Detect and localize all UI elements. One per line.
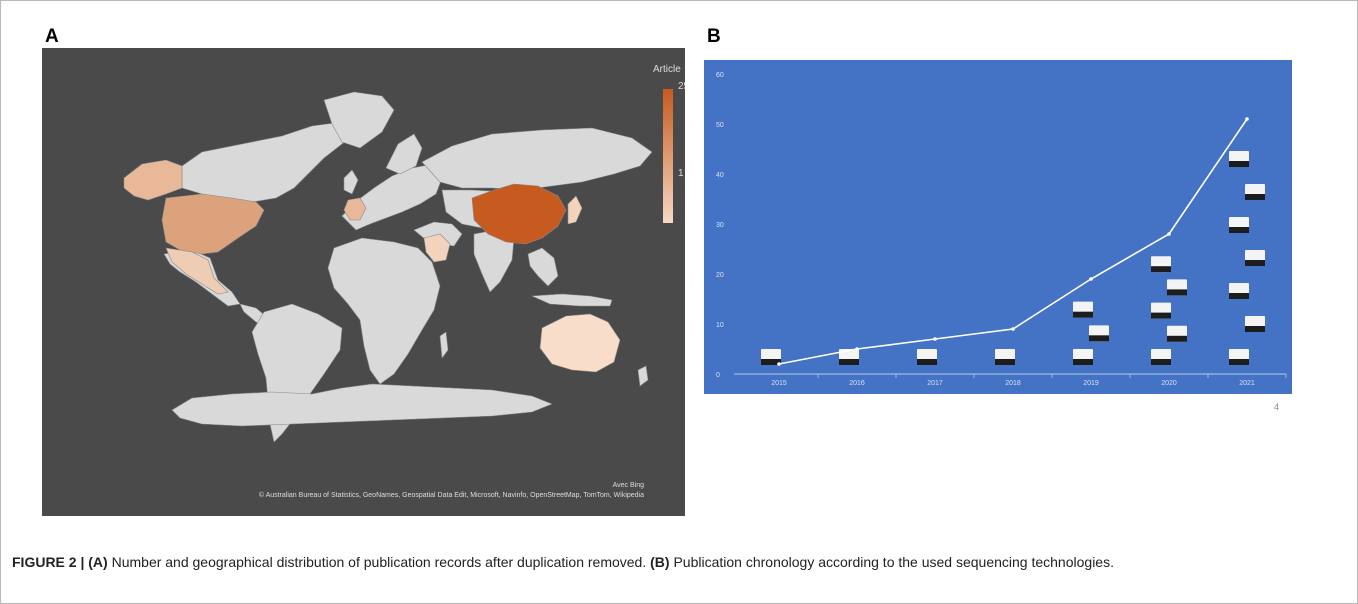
world-map-svg	[123, 91, 653, 443]
map-credit-sources: © Australian Bureau of Statistics, GeoNa…	[258, 492, 644, 499]
data-point	[777, 362, 781, 366]
caption-a-text: Number and geographical distribution of …	[107, 554, 651, 570]
map-australia	[539, 313, 621, 373]
instrument-icon-base	[1151, 266, 1171, 273]
map-madagascar	[439, 331, 449, 359]
y-tick-label: 40	[716, 172, 724, 179]
instrument-icon-base	[1229, 161, 1249, 167]
map-new-zealand	[637, 365, 649, 387]
y-tick-label: 50	[716, 122, 724, 129]
map-russia	[421, 127, 653, 191]
instrument-icon-base	[1245, 194, 1265, 200]
instrument-icon-base	[1167, 289, 1187, 296]
data-point	[1167, 232, 1171, 236]
map-mexico-highlight	[165, 247, 229, 295]
chart-background	[704, 60, 1292, 394]
caption-b-text: Publication chronology according to the …	[669, 554, 1114, 570]
map-scandinavia	[385, 133, 423, 175]
map-alaska	[123, 159, 183, 201]
panel-a-label: A	[45, 26, 59, 47]
instrument-icon-base	[1073, 311, 1093, 318]
map-uk	[343, 169, 359, 195]
caption-label: FIGURE 2 |	[12, 554, 89, 570]
x-tick-label: 2018	[1005, 380, 1021, 387]
instrument-icon-base	[1245, 326, 1265, 332]
x-tick-label: 2015	[771, 380, 787, 387]
map-indonesia	[531, 293, 613, 307]
instrument-icon-base	[1073, 359, 1093, 365]
map-credit-bing: Avec Bing	[612, 482, 644, 489]
map-usa	[161, 193, 265, 255]
figure-caption: FIGURE 2 | (A) Number and geographical d…	[12, 552, 1342, 573]
instrument-icon-base	[1151, 312, 1171, 319]
panel-b-label: B	[707, 26, 721, 47]
data-point	[933, 337, 937, 341]
data-point	[1011, 327, 1015, 331]
instrument-icon-base	[1151, 359, 1171, 365]
instrument-icon-base	[1229, 227, 1249, 233]
instrument-icon-base	[1089, 335, 1109, 342]
data-point	[1089, 277, 1093, 281]
y-tick-label: 0	[716, 372, 720, 379]
data-point	[1245, 117, 1249, 121]
instrument-icon-base	[761, 359, 781, 365]
map-legend-min: 1	[678, 168, 684, 179]
publication-chart: 0 10 20 30 40 50 60 2015 2016 2017 2018 2019 2020 202…	[704, 60, 1292, 394]
caption-b-ref: (B)	[650, 554, 670, 570]
map-saudi	[423, 233, 451, 263]
instrument-icon-base	[995, 359, 1015, 365]
world-map: Article 25 1 Avec Bing © Australian Bure…	[42, 48, 685, 516]
map-japan	[567, 195, 583, 225]
y-tick-label: 30	[716, 222, 724, 229]
y-tick-label: 10	[716, 322, 724, 329]
map-france	[343, 197, 367, 221]
data-point	[855, 347, 859, 351]
instrument-icon-base	[1245, 260, 1265, 266]
instrument-icon-base	[1229, 359, 1249, 365]
map-africa	[327, 237, 441, 385]
caption-a-ref: (A)	[88, 554, 108, 570]
instrument-icon-base	[1229, 293, 1249, 299]
map-legend-gradient	[663, 89, 673, 223]
x-tick-label: 2019	[1083, 380, 1099, 387]
map-europe	[341, 163, 443, 231]
map-legend-max: 25	[678, 81, 685, 92]
map-china	[471, 183, 567, 245]
publication-chart-svg: 0 10 20 30 40 50 60 2015 2016 2017 2018 2019 2020 202…	[704, 60, 1292, 394]
x-tick-label: 2021	[1239, 380, 1255, 387]
page-number: 4	[1274, 402, 1280, 412]
x-tick-label: 2017	[927, 380, 943, 387]
y-tick-label: 20	[716, 272, 724, 279]
map-greenland	[323, 91, 395, 149]
x-tick-label: 2016	[849, 380, 865, 387]
y-tick-label: 60	[716, 72, 724, 79]
instrument-icon-base	[839, 359, 859, 365]
x-tick-label: 2020	[1161, 380, 1177, 387]
instrument-icon-base	[917, 359, 937, 365]
map-legend-title: Article	[653, 64, 681, 75]
map-antarctica	[171, 383, 553, 427]
map-se-asia	[527, 247, 559, 287]
instrument-icon-base	[1167, 335, 1187, 342]
map-canada	[181, 121, 361, 203]
